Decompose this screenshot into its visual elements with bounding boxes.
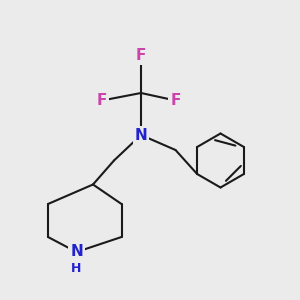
Text: F: F: [170, 93, 181, 108]
Text: N: N: [135, 128, 147, 142]
Text: H: H: [71, 262, 82, 275]
Text: F: F: [97, 93, 107, 108]
Text: F: F: [136, 48, 146, 63]
Text: N: N: [70, 244, 83, 260]
